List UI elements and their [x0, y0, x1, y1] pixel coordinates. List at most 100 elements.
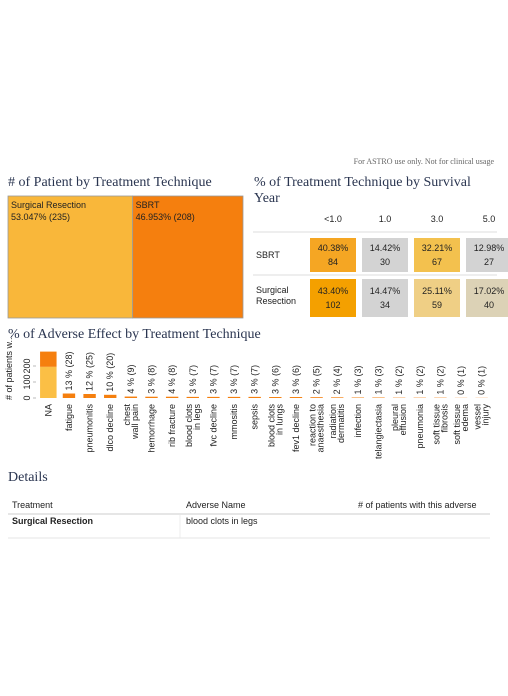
- category-label: hemorrhage: [147, 404, 157, 453]
- category-label-line: pleural: [390, 404, 400, 431]
- bar: [186, 396, 199, 398]
- category-label-line: mmositis: [229, 404, 239, 440]
- treemap-value: 53.047% (235): [11, 212, 70, 222]
- category-label-line: fev1 decline: [291, 404, 301, 452]
- treemap-value: 46.953% (208): [136, 212, 195, 222]
- bar: [310, 397, 323, 398]
- column-header: Adverse Name: [186, 500, 246, 510]
- cell-count: 59: [432, 300, 442, 310]
- category-label: reaction toanaesthesia: [308, 404, 326, 453]
- y-axis-label: # of patients w...: [4, 335, 14, 400]
- value-label: 0 % (1): [477, 366, 487, 395]
- y-tick-label: 100: [22, 374, 32, 389]
- category-label-line: in lungs: [274, 404, 284, 436]
- treemap-label: Surgical Resection: [11, 200, 86, 210]
- heat-cell: [414, 279, 460, 317]
- category-label-line: chest: [122, 404, 132, 426]
- treemap-label: SBRT: [136, 200, 160, 210]
- value-label: 3 % (7): [229, 365, 239, 394]
- category-label-line: effusion: [398, 404, 408, 435]
- bar: [145, 396, 158, 398]
- category-label-line: edema: [460, 404, 470, 432]
- cell-count: 27: [484, 257, 494, 267]
- value-label: 1 % (3): [353, 366, 363, 395]
- value-label: 10 % (20): [105, 353, 115, 392]
- category-label-line: infection: [353, 404, 363, 438]
- bar: [40, 351, 57, 367]
- cell-count: 67: [432, 257, 442, 267]
- y-tick-label: 0: [22, 395, 32, 400]
- cell-count: 30: [380, 257, 390, 267]
- category-label-line: dermatitis: [336, 404, 346, 444]
- category-label: soft tissueedema: [452, 404, 470, 445]
- category-label: pneumonia: [415, 404, 425, 449]
- category-label-line: in legs: [192, 404, 202, 431]
- category-label-line: reaction to: [308, 404, 318, 446]
- disclaimer: For ASTRO use only. Not for clinical usa…: [353, 157, 494, 166]
- details-title: Details: [8, 470, 48, 485]
- cell-count: 34: [380, 300, 390, 310]
- value-label: 1 % (2): [435, 366, 445, 395]
- bar: [104, 394, 117, 398]
- row-label-line: Surgical: [256, 285, 289, 295]
- cell-percent: 25.11%: [422, 286, 452, 296]
- category-label-line: pneumonitis: [85, 404, 95, 453]
- category-label: sepsis: [250, 404, 260, 430]
- bar: [165, 396, 179, 398]
- category-label-line: sepsis: [250, 404, 260, 430]
- cell-percent: 43.40%: [318, 286, 349, 296]
- category-label-line: hemorrhage: [147, 404, 157, 453]
- category-label: infection: [353, 404, 363, 438]
- category-label-line: NA: [43, 404, 53, 417]
- bar: [331, 397, 344, 398]
- category-label: mmositis: [229, 404, 239, 440]
- category-label: fatigue: [64, 404, 74, 431]
- column-header: Treatment: [12, 500, 53, 510]
- bar: [227, 396, 241, 398]
- category-label: telangiectasia: [374, 404, 384, 459]
- treemap-title: # of Patient by Treatment Technique: [8, 175, 212, 190]
- cell: blood clots in legs: [186, 516, 258, 526]
- value-label: 1 % (3): [374, 366, 384, 395]
- column-header: <1.0: [324, 214, 342, 224]
- category-label-line: fatigue: [64, 404, 74, 431]
- category-label: fev1 decline: [291, 404, 301, 452]
- value-label: 1 % (2): [394, 366, 404, 395]
- category-label-line: injury: [481, 404, 491, 426]
- heat-cell: [466, 279, 508, 317]
- row-label: Surgical Resection: [256, 285, 296, 306]
- category-label-line: soft tissue: [431, 404, 441, 445]
- category-label: pneumonitis: [85, 404, 95, 453]
- category-label: soft tissuefibrosis: [431, 404, 449, 445]
- category-label-line: dlco decline: [105, 404, 115, 452]
- category-label-line: vessel: [473, 404, 483, 430]
- bar: [269, 397, 282, 398]
- value-label: 3 % (7): [250, 365, 260, 394]
- bar: [40, 366, 57, 398]
- row-label: SBRT: [256, 250, 280, 260]
- column-header: 5.0: [483, 214, 496, 224]
- category-label-line: anaesthesia: [316, 404, 326, 453]
- heat-cell: [362, 279, 408, 317]
- column-header: # of patients with this adverse: [358, 500, 477, 510]
- bar: [83, 394, 96, 398]
- cell-count: 84: [328, 257, 338, 267]
- cell-percent: 40.38%: [318, 243, 349, 253]
- category-label-line: wall pain: [130, 404, 140, 440]
- value-label: 2 % (5): [312, 365, 322, 394]
- value-label: 4 % (8): [167, 365, 177, 394]
- category-label: rib fracture: [167, 404, 177, 447]
- cell-count: 40: [484, 300, 494, 310]
- value-label: 3 % (8): [147, 365, 157, 394]
- value-label: 4 % (9): [126, 365, 136, 394]
- bar: [248, 396, 261, 398]
- cell-percent: 17.02%: [474, 286, 505, 296]
- category-label: blood clotsin lungs: [266, 404, 284, 448]
- bar-title: % of Adverse Effect by Treatment Techniq…: [8, 327, 261, 342]
- category-label-line: rib fracture: [167, 404, 177, 447]
- cell-percent: 12.98%: [474, 243, 505, 253]
- category-label: blood clotsin legs: [184, 404, 202, 448]
- cell-percent: 32.21%: [422, 243, 453, 253]
- heat-cell: [466, 238, 508, 272]
